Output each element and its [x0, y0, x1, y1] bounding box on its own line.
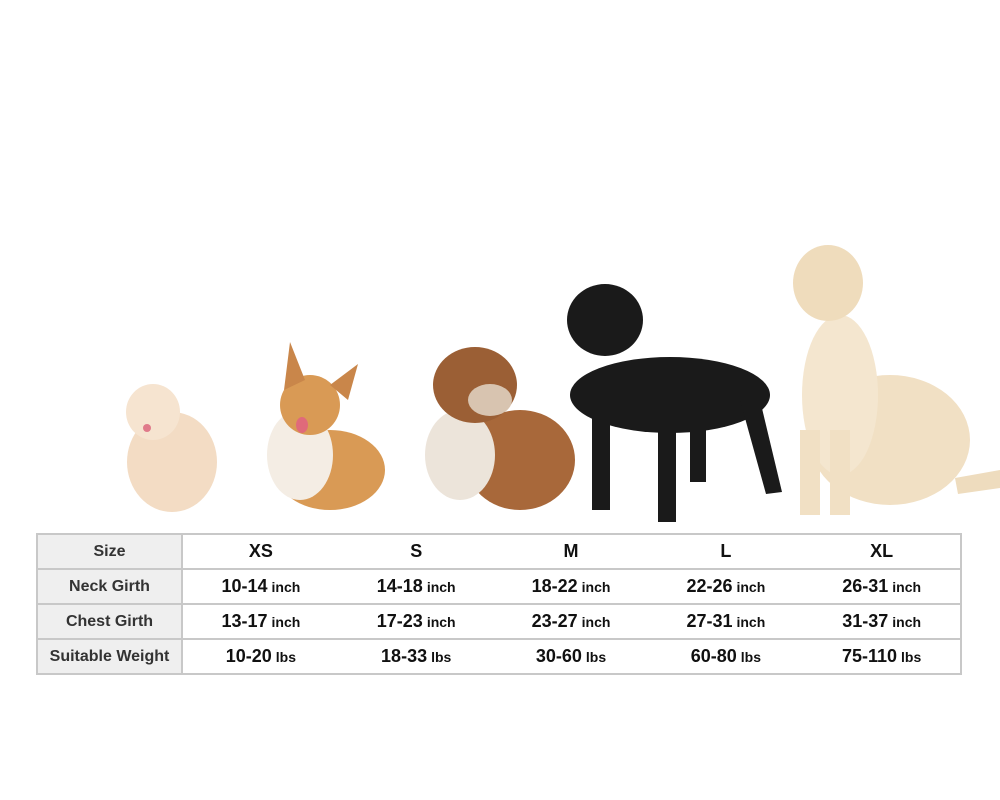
- size-s: S: [338, 533, 494, 570]
- range-value: 75-110: [841, 646, 898, 666]
- labrador-image: [793, 245, 1000, 515]
- table-cell: 26-31 inch: [803, 568, 962, 605]
- unit-label: lbs: [740, 649, 761, 665]
- range-value: 18-33: [381, 646, 428, 666]
- size-m: M: [493, 533, 649, 570]
- table-cell: 75-110 lbs: [803, 638, 962, 675]
- range-value: 60-80: [690, 646, 737, 666]
- corgi-image: [267, 342, 385, 510]
- range-value: 17-23: [376, 611, 423, 631]
- table-cell: 30-60 lbs: [493, 638, 649, 675]
- unit-label: lbs: [275, 649, 297, 665]
- size-xs: XS: [182, 533, 339, 570]
- table-cell: 27-31 inch: [648, 603, 804, 640]
- range-value: 22-26: [686, 576, 733, 596]
- row-header-chest-girth: Chest Girth: [36, 603, 183, 640]
- table-row: Suitable Weight 10-20 lbs 18-33 lbs 30-60 lbs…: [36, 638, 962, 675]
- table-cell: 31-37 inch: [803, 603, 962, 640]
- unit-label: inch: [581, 579, 611, 595]
- range-value: 31-37: [842, 611, 889, 631]
- dog-photos: [126, 245, 1000, 522]
- size-l: L: [648, 533, 804, 570]
- range-value: 30-60: [535, 646, 582, 666]
- range-value: 10-20: [225, 646, 272, 666]
- unit-label: inch: [736, 614, 766, 630]
- staffordshire-terrier-image: [567, 284, 782, 522]
- unit-label: inch: [736, 579, 766, 595]
- range-value: 14-18: [376, 576, 423, 596]
- range-value: 10-14: [221, 576, 268, 596]
- table-row: Neck Girth 10-14 inch 14-18 inch 18-22 inch 22…: [36, 568, 962, 605]
- table-cell: 14-18 inch: [338, 568, 494, 605]
- table-cell: 17-23 inch: [338, 603, 494, 640]
- range-value: 26-31: [842, 576, 889, 596]
- unit-label: lbs: [585, 649, 607, 665]
- range-value: 18-22: [531, 576, 578, 596]
- table-cell: 22-26 inch: [648, 568, 804, 605]
- row-header-suitable-weight: Suitable Weight: [36, 638, 183, 675]
- range-value: 13-17: [221, 611, 268, 631]
- table-row: Size XS S M L XL: [36, 533, 962, 570]
- row-header-size: Size: [36, 533, 183, 570]
- unit-label: lbs: [901, 649, 922, 665]
- range-value: 23-27: [531, 611, 578, 631]
- table-cell: 23-27 inch: [493, 603, 649, 640]
- bulldog-image: [425, 347, 575, 510]
- pomeranian-image: [126, 384, 217, 512]
- table-cell: 18-33 lbs: [338, 638, 494, 675]
- table-cell: 13-17 inch: [182, 603, 339, 640]
- unit-label: inch: [271, 614, 301, 630]
- unit-label: inch: [581, 614, 611, 630]
- row-header-neck-girth: Neck Girth: [36, 568, 183, 605]
- unit-label: inch: [426, 579, 456, 595]
- size-chart-table: Size XS S M L XL Neck Girth 10-14 inch 14-…: [36, 533, 962, 675]
- range-value: 27-31: [686, 611, 733, 631]
- unit-label: lbs: [431, 649, 452, 665]
- table-cell: 10-14 inch: [182, 568, 339, 605]
- table-cell: 18-22 inch: [493, 568, 649, 605]
- table-cell: 60-80 lbs: [648, 638, 804, 675]
- unit-label: inch: [892, 579, 922, 595]
- unit-label: inch: [271, 579, 301, 595]
- unit-label: inch: [426, 614, 456, 630]
- size-xl: XL: [803, 533, 962, 570]
- table-row: Chest Girth 13-17 inch 17-23 inch 23-27 inch 2…: [36, 603, 962, 640]
- unit-label: inch: [892, 614, 922, 630]
- table-cell: 10-20 lbs: [182, 638, 339, 675]
